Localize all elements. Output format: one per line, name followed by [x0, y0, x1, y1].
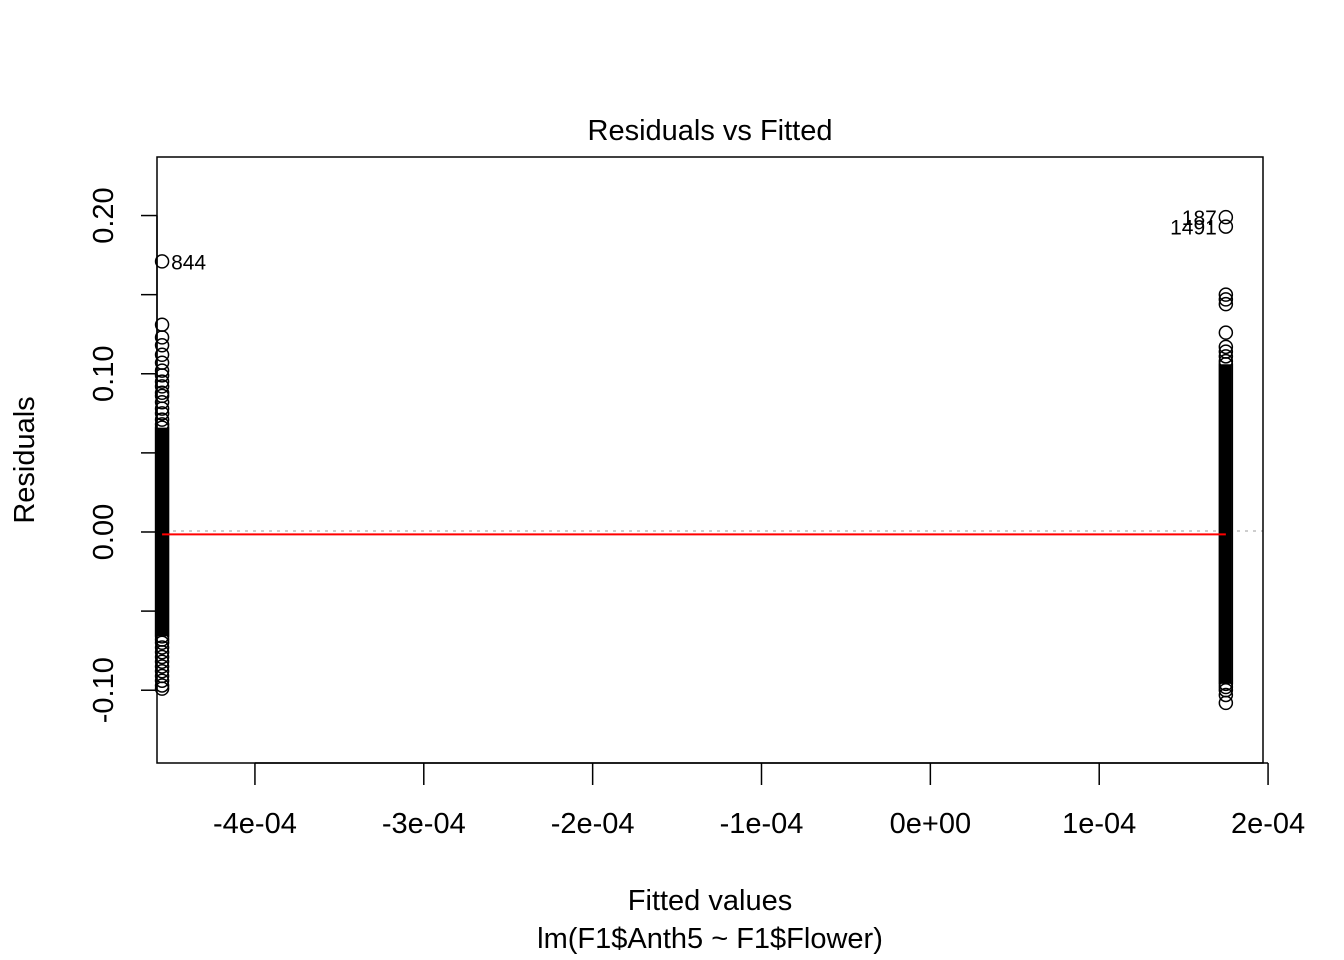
data-point	[1218, 687, 1234, 703]
data-point	[154, 317, 170, 332]
data-point	[1218, 695, 1234, 711]
data-point	[154, 654, 170, 669]
y-axis-label: Residuals	[9, 396, 41, 523]
data-point	[154, 338, 170, 353]
plot-frame	[156, 156, 1264, 764]
data-point	[1218, 344, 1234, 359]
x-tick-label: -4e-04	[213, 808, 297, 840]
residual-points	[154, 209, 1234, 711]
data-point	[154, 663, 170, 679]
data-point	[154, 254, 170, 269]
data-point	[1218, 296, 1234, 312]
data-point	[1218, 339, 1234, 355]
x-axis: -4e-04 -3e-04 -2e-04 -1e-04 0e+00 1e-04 2e-04	[213, 762, 1305, 840]
data-point	[154, 678, 170, 693]
data-point	[154, 649, 170, 665]
point-label: 187	[1182, 207, 1217, 230]
data-point	[1218, 219, 1234, 234]
data-point	[154, 668, 170, 684]
point-label: 844	[171, 251, 206, 274]
data-point	[154, 673, 170, 688]
data-point	[154, 347, 170, 363]
x-tick-label: -2e-04	[551, 808, 635, 840]
x-tick-label: 2e-04	[1231, 808, 1305, 840]
data-point	[154, 417, 170, 432]
x-axis-label: Fitted values	[628, 885, 792, 917]
data-point	[154, 632, 170, 647]
data-point	[154, 406, 170, 421]
x-tick-label: 0e+00	[890, 808, 971, 840]
model-formula-caption: lm(F1$Anth5 ~ F1$Flower)	[537, 923, 883, 955]
y-tick-label: 0.20	[88, 187, 120, 243]
y-tick-label: 0.10	[88, 346, 120, 402]
data-point	[154, 640, 170, 655]
x-tick-label: 1e-04	[1062, 808, 1136, 840]
data-point	[154, 385, 170, 401]
point-label: 1491	[1170, 217, 1217, 240]
y-tick-label: 0.00	[88, 504, 120, 560]
y-axis: -0.10 0.00 0.10 0.20	[88, 187, 158, 723]
data-point	[154, 394, 170, 410]
data-point	[154, 379, 170, 394]
data-point	[1218, 287, 1234, 302]
data-point	[1218, 209, 1234, 225]
data-point	[1218, 353, 1234, 369]
data-point	[1218, 292, 1234, 307]
data-point	[154, 412, 170, 427]
data-point	[154, 355, 170, 370]
chart-title: Residuals vs Fitted	[588, 115, 833, 147]
data-point	[154, 659, 170, 674]
data-point	[1218, 325, 1234, 340]
data-point	[1218, 679, 1234, 695]
data-point	[154, 374, 170, 389]
data-point	[1218, 349, 1234, 364]
x-tick-label: -3e-04	[382, 808, 466, 840]
x-tick-label: -1e-04	[720, 808, 804, 840]
y-tick-label: -0.10	[88, 657, 120, 723]
data-point	[154, 363, 170, 378]
